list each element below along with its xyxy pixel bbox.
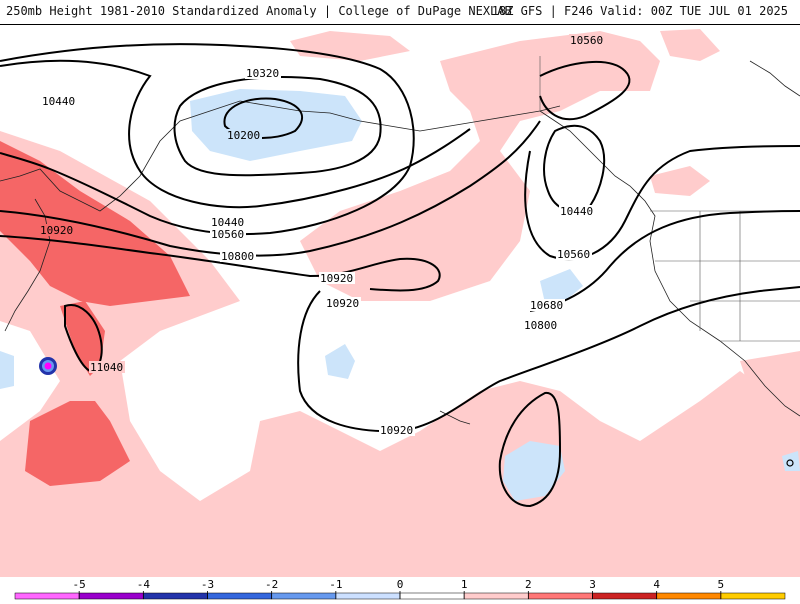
contour-label: 10560	[557, 248, 590, 261]
colorbar-segment	[592, 592, 657, 600]
small-marker-icon	[786, 459, 794, 467]
colorbar-segment	[720, 592, 786, 600]
colorbar-segment	[335, 592, 401, 600]
contour-labels: 10200 10320 10440 10440 10440 10560 1056…	[39, 34, 605, 437]
contour-label: 10560	[570, 34, 603, 47]
contour-label: 10320	[246, 67, 279, 80]
colorbar-segment	[271, 592, 337, 600]
contour-label: 10200	[227, 129, 260, 142]
colorbar-segment	[207, 592, 272, 600]
colorbar-tick-label: -4	[137, 578, 151, 591]
contour-label: 10800	[221, 250, 254, 263]
colorbar-tick-label: -5	[73, 578, 86, 591]
model-run-info: 18Z GFS | F246 Valid: 00Z TUE JUL 01 202…	[491, 4, 788, 18]
colorbar-tick-label: 0	[397, 578, 404, 591]
map-canvas: 10200 10320 10440 10440 10440 10560 1056…	[0, 29, 800, 577]
colorbar-tick-label: 4	[653, 578, 660, 591]
contour-label: 11040	[90, 361, 123, 374]
contour-label: 10680	[530, 299, 563, 312]
contour-label: 10920	[326, 297, 359, 310]
colorbar-canvas: -5 -4 -3 -2 -1 0 1 2 3 4 5	[14, 578, 786, 600]
colorbar-segment	[463, 592, 529, 600]
contour-label: 10440	[42, 95, 75, 108]
contour-label: 10920	[380, 424, 413, 437]
colorbar-tick-label: 3	[589, 578, 596, 591]
map-title: 250mb Height 1981-2010 Standardized Anom…	[6, 4, 512, 18]
colorbar-segment	[528, 592, 593, 600]
map-header: 250mb Height 1981-2010 Standardized Anom…	[0, 0, 800, 24]
colorbar-segment	[78, 592, 144, 600]
colorbar-tick-label: 5	[718, 578, 725, 591]
colorbar-segment	[656, 592, 722, 600]
colorbar-segment	[143, 592, 208, 600]
colorbar-tick-label: -3	[201, 578, 214, 591]
colorbar-tick-label: -1	[329, 578, 342, 591]
weather-map: 10200 10320 10440 10440 10440 10560 1056…	[0, 24, 800, 577]
storm-marker-icon	[39, 357, 57, 375]
colorbar-tick-label: -2	[265, 578, 278, 591]
height-contours	[0, 43, 800, 508]
colorbar-tick-label: 2	[525, 578, 532, 591]
contour-label: 10920	[40, 224, 73, 237]
colorbar-segment	[14, 592, 80, 600]
colorbar-tick-label: 1	[461, 578, 468, 591]
contour-label: 10560	[211, 228, 244, 241]
colorbar-segment	[399, 592, 465, 600]
contour-label: 10920	[320, 272, 353, 285]
contour-label: 10440	[211, 216, 244, 229]
contour-label: 10800	[524, 319, 557, 332]
colorbar-ticks: -5 -4 -3 -2 -1 0 1 2 3 4 5	[73, 578, 725, 599]
contour-label: 10440	[560, 205, 593, 218]
anomaly-colorbar: -5 -4 -3 -2 -1 0 1 2 3 4 5	[0, 576, 800, 600]
